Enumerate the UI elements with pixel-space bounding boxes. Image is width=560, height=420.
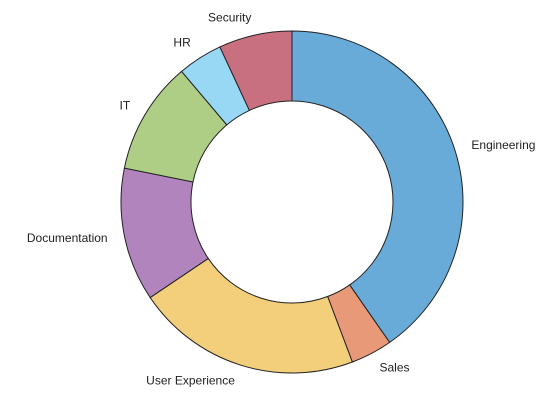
slice-user-experience [149, 257, 353, 374]
slices-group [120, 30, 464, 374]
label-security: Security [208, 11, 251, 25]
slice-security [219, 30, 293, 112]
label-user-experience: User Experience [146, 373, 235, 387]
label-engineering: Engineering [471, 138, 535, 152]
labels-group: Engineering Sales User Experience Documenta… [27, 11, 536, 388]
label-sales: Sales [379, 361, 409, 375]
slice-engineering [291, 30, 464, 344]
label-hr: HR [173, 36, 191, 50]
label-documentation: Documentation [27, 231, 108, 245]
label-it: IT [120, 98, 131, 112]
